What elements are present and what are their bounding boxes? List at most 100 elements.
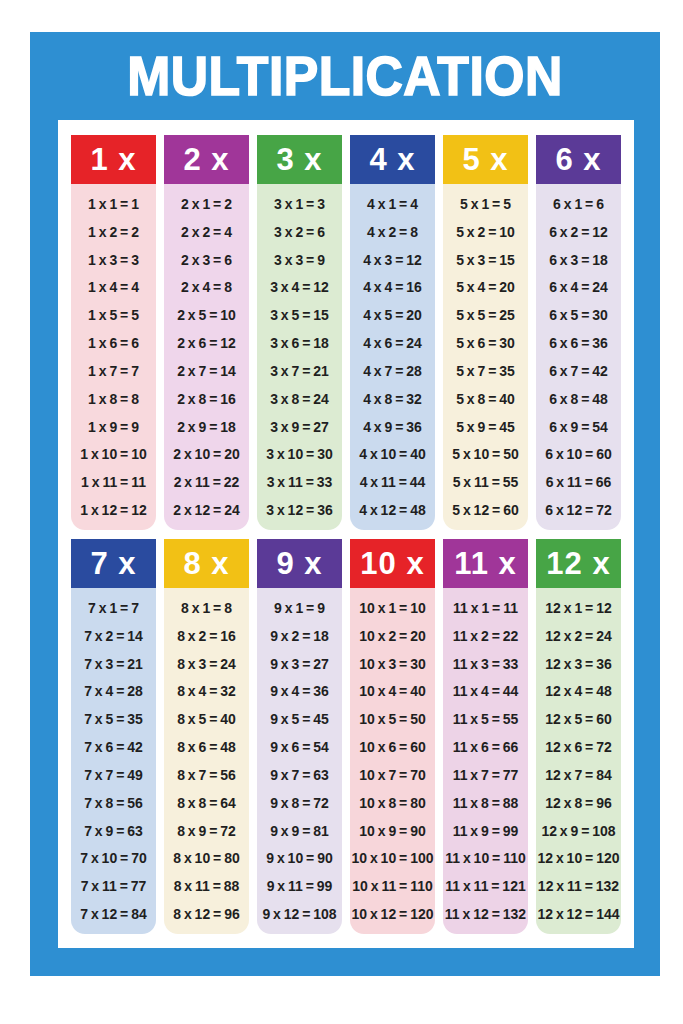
equation: 10 x 9 = 90 xyxy=(350,823,435,839)
equation: 3 x 11 = 33 xyxy=(257,474,342,490)
equation: 12 x 7 = 84 xyxy=(536,767,621,783)
equation: 8 x 3 = 24 xyxy=(164,656,249,672)
equation: 8 x 11 = 88 xyxy=(164,878,249,894)
table-column-7x: 7 x 7 x 1 = 77 x 2 = 147 x 3 = 217 x 4 =… xyxy=(71,539,156,934)
equation: 8 x 12 = 96 xyxy=(164,906,249,922)
equation: 7 x 10 = 70 xyxy=(71,850,156,866)
equation: 10 x 6 = 60 xyxy=(350,739,435,755)
equation: 9 x 9 = 81 xyxy=(257,823,342,839)
table-body: 1 x 1 = 11 x 2 = 21 x 3 = 31 x 4 = 41 x … xyxy=(71,184,156,530)
table-body: 5 x 1 = 55 x 2 = 105 x 3 = 155 x 4 = 205… xyxy=(443,184,528,530)
table-header-label: 3 x xyxy=(257,135,342,184)
equation: 6 x 5 = 30 xyxy=(536,307,621,323)
equation: 2 x 4 = 8 xyxy=(164,279,249,295)
equation: 7 x 8 = 56 xyxy=(71,795,156,811)
equation: 8 x 2 = 16 xyxy=(164,628,249,644)
equation: 3 x 2 = 6 xyxy=(257,224,342,240)
equation: 10 x 12 = 120 xyxy=(350,906,435,922)
equation: 12 x 6 = 72 xyxy=(536,739,621,755)
equation: 5 x 6 = 30 xyxy=(443,335,528,351)
equation: 6 x 8 = 48 xyxy=(536,391,621,407)
equation: 5 x 5 = 25 xyxy=(443,307,528,323)
equation: 6 x 3 = 18 xyxy=(536,252,621,268)
table-column-10x: 10 x 10 x 1 = 1010 x 2 = 2010 x 3 = 3010… xyxy=(350,539,435,934)
equation: 10 x 4 = 40 xyxy=(350,683,435,699)
equation: 4 x 1 = 4 xyxy=(350,196,435,212)
equation: 4 x 12 = 48 xyxy=(350,502,435,518)
table-body: 3 x 1 = 33 x 2 = 63 x 3 = 93 x 4 = 123 x… xyxy=(257,184,342,530)
table-column-5x: 5 x 5 x 1 = 55 x 2 = 105 x 3 = 155 x 4 =… xyxy=(443,135,528,530)
equation: 3 x 7 = 21 xyxy=(257,363,342,379)
equation: 1 x 5 = 5 xyxy=(71,307,156,323)
equation: 12 x 3 = 36 xyxy=(536,656,621,672)
table-column-9x: 9 x 9 x 1 = 99 x 2 = 189 x 3 = 279 x 4 =… xyxy=(257,539,342,934)
table-body: 10 x 1 = 1010 x 2 = 2010 x 3 = 3010 x 4 … xyxy=(350,588,435,934)
equation: 7 x 4 = 28 xyxy=(71,683,156,699)
equation: 4 x 3 = 12 xyxy=(350,252,435,268)
table-column-3x: 3 x 3 x 1 = 33 x 2 = 63 x 3 = 93 x 4 = 1… xyxy=(257,135,342,530)
equation: 11 x 9 = 99 xyxy=(443,823,528,839)
equation: 9 x 11 = 99 xyxy=(257,878,342,894)
equation: 2 x 10 = 20 xyxy=(164,446,249,462)
table-header-label: 5 x xyxy=(443,135,528,184)
equation: 10 x 7 = 70 xyxy=(350,767,435,783)
equation: 2 x 9 = 18 xyxy=(164,419,249,435)
equation: 1 x 11 = 11 xyxy=(71,474,156,490)
equation: 8 x 1 = 8 xyxy=(164,600,249,616)
equation: 6 x 4 = 24 xyxy=(536,279,621,295)
equation: 1 x 4 = 4 xyxy=(71,279,156,295)
equation: 5 x 10 = 50 xyxy=(443,446,528,462)
table-body: 7 x 1 = 77 x 2 = 147 x 3 = 217 x 4 = 287… xyxy=(71,588,156,934)
equation: 8 x 10 = 80 xyxy=(164,850,249,866)
equation: 4 x 4 = 16 xyxy=(350,279,435,295)
table-header-label: 12 x xyxy=(536,539,621,588)
equation: 2 x 11 = 22 xyxy=(164,474,249,490)
equation: 10 x 2 = 20 xyxy=(350,628,435,644)
equation: 3 x 4 = 12 xyxy=(257,279,342,295)
equation: 7 x 9 = 63 xyxy=(71,823,156,839)
equation: 1 x 8 = 8 xyxy=(71,391,156,407)
equation: 6 x 1 = 6 xyxy=(536,196,621,212)
equation: 8 x 8 = 64 xyxy=(164,795,249,811)
equation: 4 x 5 = 20 xyxy=(350,307,435,323)
equation: 5 x 11 = 55 xyxy=(443,474,528,490)
equation: 11 x 6 = 66 xyxy=(443,739,528,755)
table-column-6x: 6 x 6 x 1 = 66 x 2 = 126 x 3 = 186 x 4 =… xyxy=(536,135,621,530)
equation: 3 x 5 = 15 xyxy=(257,307,342,323)
equation: 6 x 7 = 42 xyxy=(536,363,621,379)
equation: 11 x 8 = 88 xyxy=(443,795,528,811)
equation: 4 x 7 = 28 xyxy=(350,363,435,379)
table-header-label: 11 x xyxy=(443,539,528,588)
equation: 10 x 3 = 30 xyxy=(350,656,435,672)
equation: 12 x 1 = 12 xyxy=(536,600,621,616)
table-header-label: 10 x xyxy=(350,539,435,588)
table-column-8x: 8 x 8 x 1 = 88 x 2 = 168 x 3 = 248 x 4 =… xyxy=(164,539,249,934)
equation: 2 x 2 = 4 xyxy=(164,224,249,240)
equation: 10 x 5 = 50 xyxy=(350,711,435,727)
table-column-2x: 2 x 2 x 1 = 22 x 2 = 42 x 3 = 62 x 4 = 8… xyxy=(164,135,249,530)
equation: 9 x 12 = 108 xyxy=(257,906,342,922)
table-column-12x: 12 x 12 x 1 = 1212 x 2 = 2412 x 3 = 3612… xyxy=(536,539,621,934)
table-body: 2 x 1 = 22 x 2 = 42 x 3 = 62 x 4 = 82 x … xyxy=(164,184,249,530)
poster: MULTIPLICATION 1 x 1 x 1 = 11 x 2 = 21 x… xyxy=(0,0,683,1024)
equation: 12 x 9 = 108 xyxy=(536,823,621,839)
poster-title: MULTIPLICATION xyxy=(49,32,641,120)
equation: 5 x 2 = 10 xyxy=(443,224,528,240)
equation: 1 x 2 = 2 xyxy=(71,224,156,240)
tables-panel: 1 x 1 x 1 = 11 x 2 = 21 x 3 = 31 x 4 = 4… xyxy=(58,120,634,948)
equation: 9 x 10 = 90 xyxy=(257,850,342,866)
table-body: 4 x 1 = 44 x 2 = 84 x 3 = 124 x 4 = 164 … xyxy=(350,184,435,530)
equation: 4 x 9 = 36 xyxy=(350,419,435,435)
equation: 12 x 10 = 120 xyxy=(536,850,621,866)
equation: 10 x 10 = 100 xyxy=(350,850,435,866)
equation: 5 x 8 = 40 xyxy=(443,391,528,407)
equation: 4 x 8 = 32 xyxy=(350,391,435,407)
equation: 5 x 12 = 60 xyxy=(443,502,528,518)
equation: 12 x 5 = 60 xyxy=(536,711,621,727)
equation: 9 x 8 = 72 xyxy=(257,795,342,811)
equation: 3 x 1 = 3 xyxy=(257,196,342,212)
table-body: 9 x 1 = 99 x 2 = 189 x 3 = 279 x 4 = 369… xyxy=(257,588,342,934)
table-body: 12 x 1 = 1212 x 2 = 2412 x 3 = 3612 x 4 … xyxy=(536,588,621,934)
equation: 5 x 7 = 35 xyxy=(443,363,528,379)
table-header-label: 7 x xyxy=(71,539,156,588)
